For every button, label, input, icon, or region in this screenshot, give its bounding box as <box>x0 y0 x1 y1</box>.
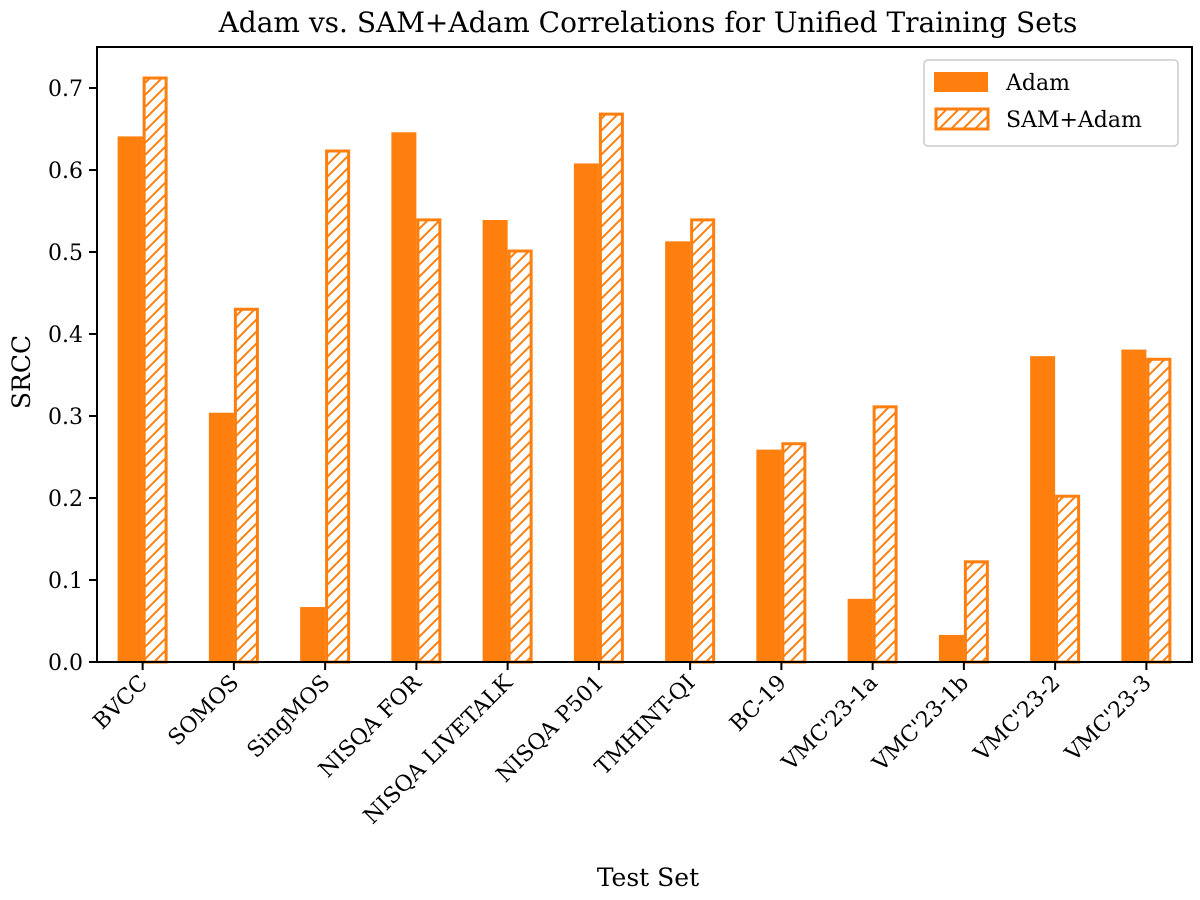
bar-adam <box>665 241 691 662</box>
plot-frame <box>96 46 1193 663</box>
y-tick-label: 0.3 <box>48 405 83 430</box>
y-tick-label: 0.7 <box>48 77 83 102</box>
x-tick-label: VMC'23-1a <box>777 671 883 777</box>
legend-swatch-adam <box>934 72 988 92</box>
legend-swatch-sam-adam <box>934 107 990 131</box>
y-tick-label: 0.6 <box>48 159 83 184</box>
bar-adam <box>847 598 873 662</box>
bar-sam-adam <box>963 560 989 664</box>
bar-adam <box>300 607 326 662</box>
bar-adam <box>1030 356 1056 662</box>
bar-adam <box>117 136 143 662</box>
bar-sam-adam <box>233 307 259 664</box>
bar-adam <box>208 412 234 662</box>
bar-sam-adam <box>1055 494 1081 664</box>
y-tick-label: 0.5 <box>48 241 83 266</box>
x-tick-label: BC-19 <box>725 671 791 737</box>
bar-sam-adam <box>1146 357 1172 664</box>
bar-sam-adam <box>325 149 351 664</box>
x-tick-label: SOMOS <box>164 671 244 751</box>
bar-sam-adam <box>872 405 898 664</box>
y-axis-label: SRCC <box>7 335 36 409</box>
bar-sam-adam <box>781 442 807 664</box>
bar-adam <box>1121 349 1147 662</box>
bar-sam-adam <box>416 218 442 664</box>
x-tick-label: SingMOS <box>243 671 336 764</box>
legend-label: Adam <box>1005 71 1070 96</box>
x-tick-label: NISQA LIVETALK <box>359 670 518 829</box>
bar-sam-adam <box>507 249 533 664</box>
y-tick-label: 0.4 <box>48 323 83 348</box>
bar-sam-adam <box>142 76 168 664</box>
x-tick-label: VMC'23-3 <box>1060 671 1157 768</box>
legend-label: SAM+Adam <box>1006 108 1142 133</box>
y-tick-label: 0.1 <box>48 569 83 594</box>
bar-sam-adam <box>690 218 716 664</box>
bar-adam <box>938 634 964 662</box>
x-tick-label: VMC'23-2 <box>969 671 1066 768</box>
bar-adam <box>482 220 508 662</box>
bar-adam <box>573 163 599 662</box>
chart-title: Adam vs. SAM+Adam Correlations for Unifi… <box>218 6 1078 39</box>
x-tick-label: BVCC <box>89 671 153 735</box>
y-tick-label: 0.2 <box>48 487 83 512</box>
y-tick-label: 0.0 <box>48 651 83 676</box>
bar-adam <box>756 449 782 662</box>
x-axis-label: Test Set <box>597 863 699 892</box>
bar-sam-adam <box>598 112 624 664</box>
x-tick-label: VMC'23-1b <box>867 671 974 778</box>
bar-adam <box>391 132 417 662</box>
